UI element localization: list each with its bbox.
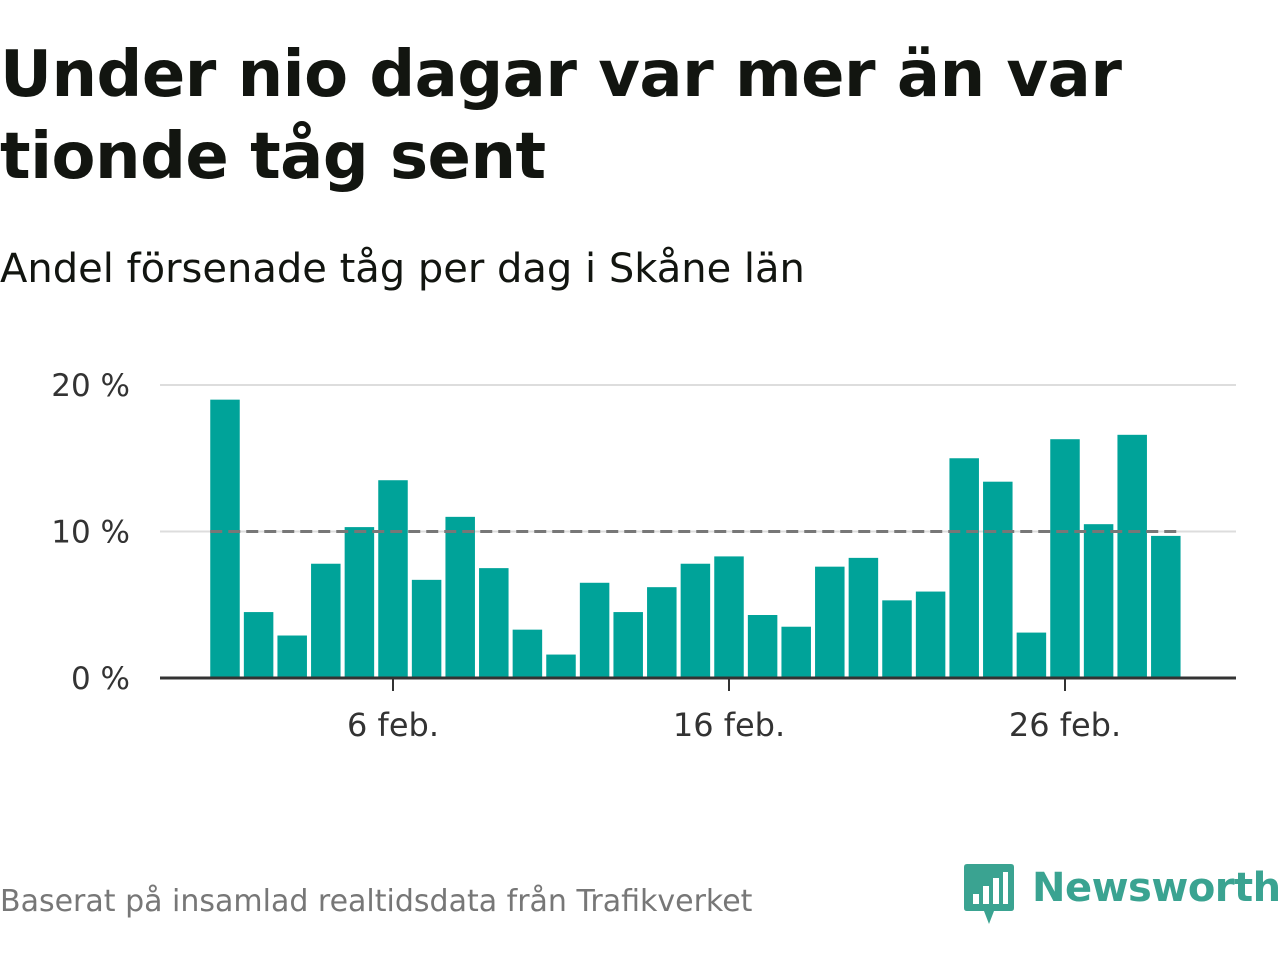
- axes: 0 % 10 % 20 % 6 feb. 16 feb. 26 feb.: [51, 368, 1236, 744]
- bar: [1083, 524, 1114, 678]
- bar: [1050, 439, 1080, 678]
- source-note: Baserat på insamlad realtidsdata från Tr…: [0, 884, 753, 919]
- bar: [512, 629, 543, 678]
- bar-chart: 0 % 10 % 20 % 6 feb. 16 feb. 26 feb.: [51, 368, 1236, 744]
- bar: [210, 399, 240, 678]
- bar: [949, 458, 979, 678]
- chart-subtitle: Andel försenade tåg per dag i Skåne län: [0, 246, 805, 292]
- bar: [378, 480, 408, 678]
- bar: [277, 635, 307, 678]
- bar: [613, 612, 643, 678]
- newsworthy-logo-icon: [964, 864, 1014, 924]
- x-tick-label: 6 feb.: [347, 706, 439, 744]
- x-tick-label: 16 feb.: [673, 706, 785, 744]
- bar: [747, 615, 778, 678]
- bar: [1151, 535, 1181, 678]
- bar: [546, 654, 576, 678]
- bar: [243, 612, 274, 678]
- bar: [983, 481, 1013, 678]
- bar: [579, 582, 610, 678]
- bar: [445, 516, 475, 678]
- bar: [680, 563, 711, 678]
- bar: [311, 563, 341, 678]
- bar: [479, 568, 509, 678]
- bar: [1117, 434, 1147, 678]
- x-tick-label: 26 feb.: [1009, 706, 1121, 744]
- bar: [848, 557, 879, 678]
- bar: [714, 556, 744, 678]
- bar: [781, 626, 811, 678]
- y-tick-label: 10 %: [51, 515, 130, 551]
- bar: [411, 579, 442, 678]
- bar: [344, 527, 375, 678]
- bar: [882, 600, 912, 678]
- brand-name: Newsworthy: [1032, 865, 1280, 911]
- newsworthy-logo: Newsworthy: [964, 864, 1280, 926]
- y-tick-label: 0 %: [71, 661, 130, 697]
- bar: [915, 591, 946, 678]
- chart-title: Under nio dagar var mer än var tionde tå…: [0, 38, 1122, 194]
- bars: [210, 399, 1181, 678]
- y-tick-label: 20 %: [51, 368, 130, 404]
- bar: [1016, 632, 1047, 678]
- bar: [815, 566, 845, 678]
- bar: [647, 587, 677, 678]
